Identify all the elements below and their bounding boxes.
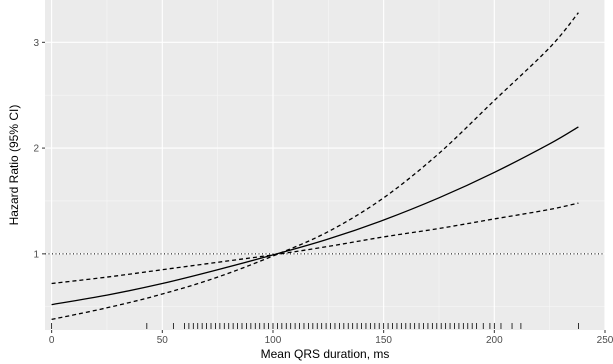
x-tick-label: 250 (597, 335, 613, 346)
y-axis-ticks: 1 2 3 (33, 38, 45, 260)
x-tick-label: 150 (375, 335, 392, 346)
x-tick-label: 50 (157, 335, 169, 346)
minor-gridlines (45, 0, 605, 330)
y-tick-label: 2 (33, 144, 39, 155)
x-tick-label: 100 (265, 335, 282, 346)
y-axis-title: Hazard Ratio (95% CI) (7, 105, 21, 226)
series-layer (51, 12, 579, 321)
x-tick-label: 0 (49, 335, 55, 346)
hazard-ratio-line (51, 126, 579, 306)
y-tick-label: 1 (33, 249, 39, 260)
y-tick-label: 3 (33, 38, 39, 49)
rug-layer (51, 323, 579, 329)
x-axis-ticks: 0 50 100 150 200 250 (49, 330, 613, 346)
ci-upper-bound-line (51, 12, 579, 321)
x-tick-label: 200 (486, 335, 503, 346)
ci-lower-bound-line (51, 202, 579, 285)
x-axis-title: Mean QRS duration, ms (261, 347, 390, 361)
plot-panel (45, 0, 605, 330)
major-gridlines (45, 0, 606, 330)
